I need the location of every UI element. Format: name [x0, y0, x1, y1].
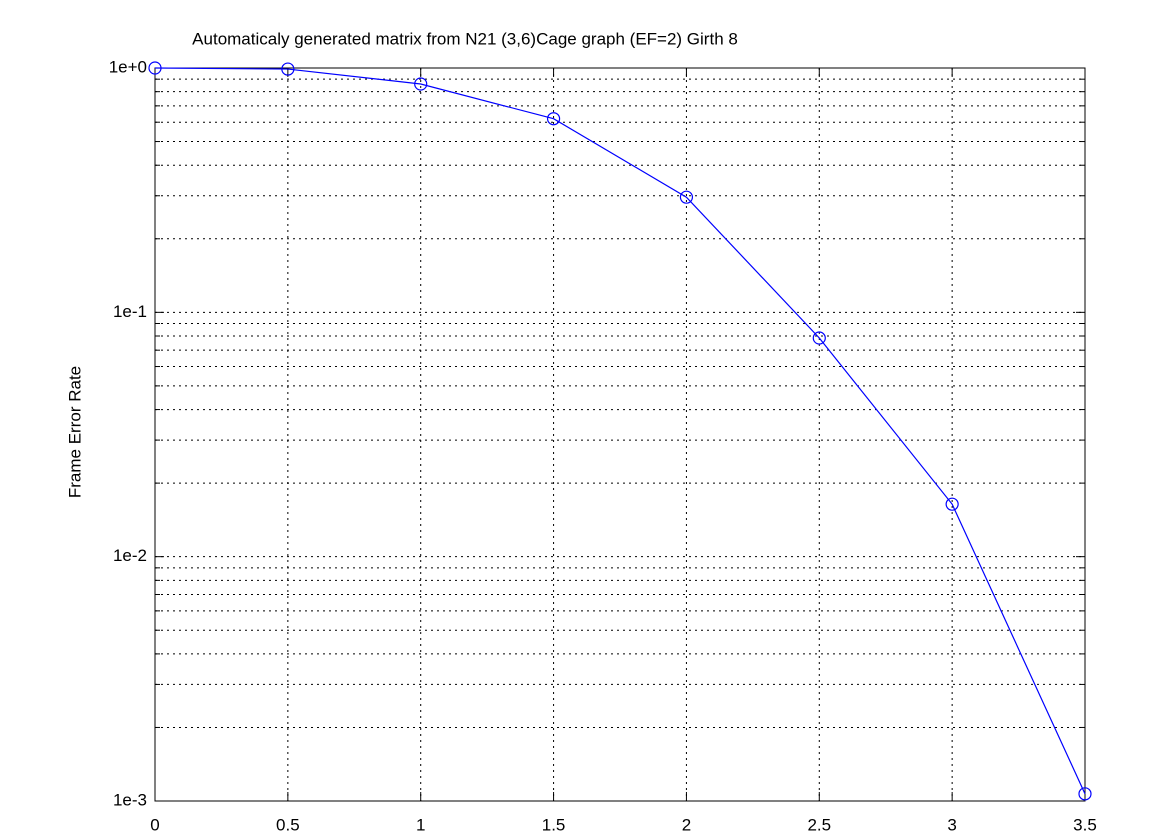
y-tick-label: 1e+0	[109, 57, 147, 76]
x-tick-label: 2	[682, 815, 691, 834]
x-tick-label: 1	[416, 815, 425, 834]
data-point	[945, 497, 959, 511]
data-point	[414, 77, 428, 91]
y-axis-label: Frame Error Rate	[65, 366, 84, 498]
data-point	[679, 190, 694, 204]
chart-title: Automaticaly generated matrix from N21 (…	[192, 29, 738, 48]
plot-frame	[154, 67, 1086, 802]
x-tick-label: 0	[150, 815, 159, 834]
x-tick-label: 3.5	[1073, 815, 1097, 834]
data-point	[148, 61, 162, 75]
series-line	[154, 67, 1086, 795]
x-tick-label: 2.5	[807, 815, 831, 834]
data-point	[812, 331, 826, 345]
data-point	[1078, 787, 1092, 801]
x-tick-label: 3	[947, 815, 956, 834]
x-tick-label: 1.5	[542, 815, 566, 834]
data-point	[546, 112, 561, 126]
y-tick-label: 1e-3	[113, 790, 147, 809]
data-point	[281, 62, 295, 76]
y-tick-label: 1e-2	[113, 546, 147, 565]
x-tick-label: 0.5	[276, 815, 300, 834]
y-tick-label: 1e-1	[113, 302, 147, 321]
